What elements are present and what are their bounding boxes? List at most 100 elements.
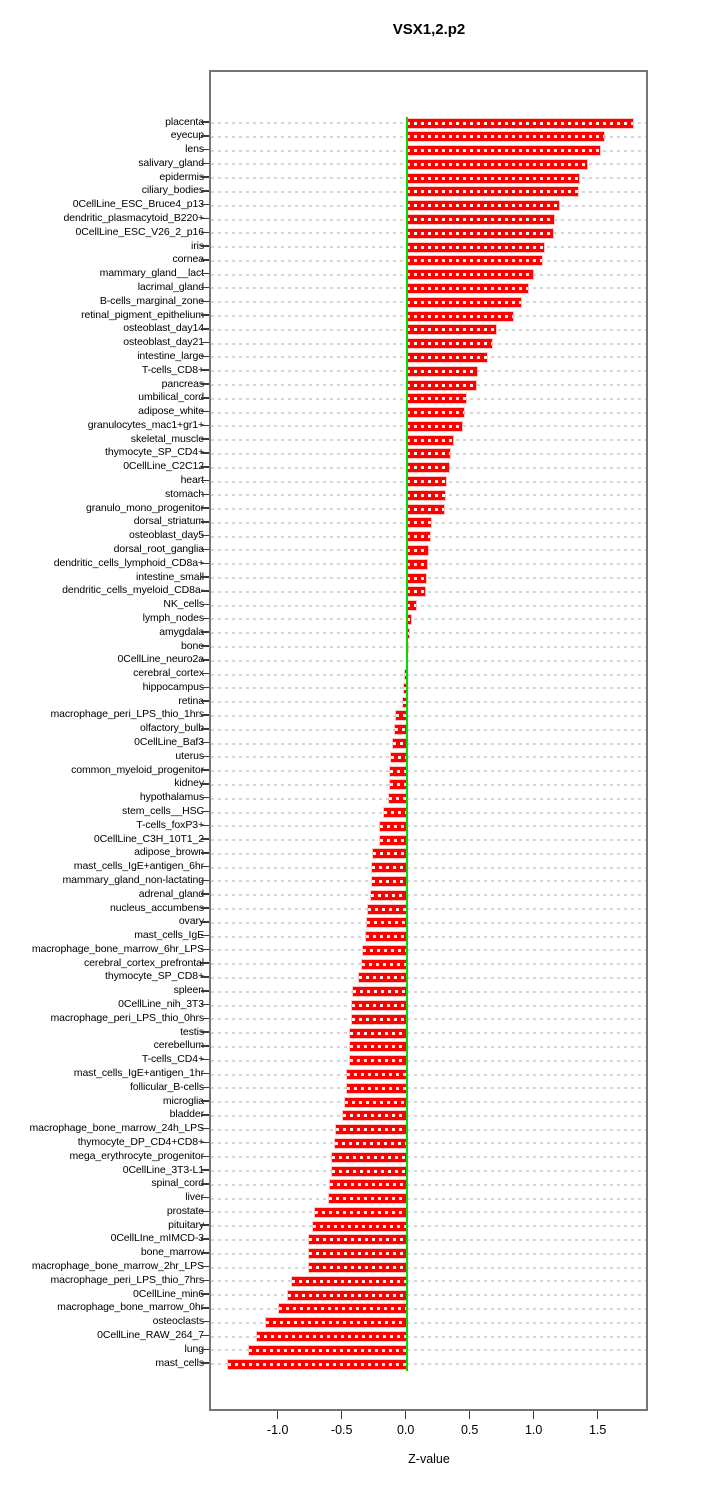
gridline: [211, 825, 646, 828]
y-tick: [201, 341, 209, 344]
gridline: [211, 921, 646, 924]
category-label: common_myeloid_progenitor: [71, 763, 204, 776]
bar: [368, 904, 407, 914]
bar: [406, 201, 559, 211]
gridline: [211, 770, 646, 773]
y-tick: [201, 272, 209, 275]
bar-dash-overlay: [395, 728, 407, 732]
category-label: macrophage_bone_marrow_6hr_LPS: [31, 942, 204, 955]
bar-dash-overlay: [406, 424, 462, 428]
gridline: [211, 880, 646, 883]
y-tick: [201, 810, 209, 813]
bar-dash-overlay: [332, 1169, 407, 1173]
bar-dash-overlay: [370, 893, 407, 897]
bar-dash-overlay: [406, 480, 447, 484]
category-label: macrophage_bone_marrow_2hr_LPS: [31, 1260, 204, 1273]
bar-dash-overlay: [309, 1266, 407, 1270]
gridline: [211, 1238, 646, 1241]
category-label: hippocampus: [142, 680, 204, 693]
bar: [406, 311, 513, 321]
y-tick: [201, 907, 209, 909]
x-tick: [468, 1411, 471, 1419]
category-label: 0CellLIne_mIMCD-3: [110, 1232, 205, 1245]
bar-dash-overlay: [350, 1031, 407, 1035]
bar-dash-overlay: [332, 1155, 407, 1159]
bar: [406, 628, 410, 638]
plot-area: [209, 70, 648, 1411]
category-label: osteoclasts: [152, 1315, 205, 1328]
y-tick: [201, 314, 209, 316]
gridline: [211, 949, 646, 952]
bar: [390, 780, 407, 790]
y-tick: [201, 1238, 209, 1240]
bar-dash-overlay: [396, 714, 407, 718]
gridline: [211, 990, 646, 993]
y-tick: [201, 1086, 209, 1089]
category-label: pituitary: [168, 1218, 204, 1231]
bar-dash-overlay: [265, 1321, 407, 1325]
category-label: 0CellLine_min6: [133, 1287, 204, 1300]
gridline: [211, 1128, 646, 1131]
gridline: [211, 963, 646, 966]
bar: [379, 835, 407, 845]
y-tick: [201, 424, 209, 427]
gridline: [211, 646, 646, 649]
bar-dash-overlay: [390, 783, 407, 787]
category-label: 0CellLine_ESC_Bruce4_p13: [72, 198, 204, 211]
gridline: [211, 1335, 646, 1338]
bar: [332, 1166, 407, 1176]
bar: [388, 794, 407, 804]
category-label: spinal_cord: [151, 1177, 204, 1190]
bar: [406, 352, 488, 362]
bar: [370, 890, 407, 900]
bar: [361, 959, 407, 969]
gridline: [211, 935, 646, 938]
bar-dash-overlay: [249, 1348, 407, 1352]
bar-dash-overlay: [406, 590, 425, 594]
y-tick: [201, 135, 209, 137]
gridline: [211, 1156, 646, 1159]
bar: [363, 945, 407, 955]
y-tick: [201, 176, 209, 178]
category-label: granulo_mono_progenitor: [86, 501, 204, 514]
category-label: mast_cells_IgE+antigen_6hr: [73, 860, 204, 873]
bar: [309, 1235, 407, 1245]
category-label: bone: [181, 639, 204, 652]
gridline: [211, 1087, 646, 1090]
bar: [406, 297, 521, 307]
category-label: dorsal_root_ganglia: [113, 542, 204, 555]
bar: [365, 932, 407, 942]
bar: [350, 1056, 407, 1066]
bar-dash-overlay: [406, 617, 411, 621]
bar-dash-overlay: [406, 300, 521, 304]
gridline: [211, 756, 646, 759]
bar-dash-overlay: [278, 1307, 407, 1311]
bar-dash-overlay: [406, 535, 430, 539]
y-tick: [201, 741, 209, 744]
category-label: mammary_gland__lact: [99, 267, 204, 280]
bar-dash-overlay: [368, 907, 407, 911]
bar: [406, 228, 553, 238]
bar: [396, 711, 407, 721]
bar-dash-overlay: [309, 1238, 407, 1242]
category-label: salivary_gland: [138, 156, 204, 169]
category-label: spleen: [173, 984, 204, 997]
gridline: [211, 701, 646, 704]
y-tick: [201, 355, 209, 358]
bar-dash-overlay: [406, 631, 410, 635]
gridline: [211, 659, 646, 662]
y-tick: [201, 148, 209, 151]
category-label: dendritic_cells_lymphoid_CD8a+: [53, 556, 204, 569]
category-label: 0CellLine_ESC_V26_2_p16: [75, 225, 205, 238]
bar: [287, 1290, 407, 1300]
bar: [406, 518, 431, 528]
bar: [406, 394, 466, 404]
y-tick: [201, 1334, 209, 1337]
y-tick: [201, 576, 209, 578]
bar-dash-overlay: [383, 811, 407, 814]
category-label: B-cells_marginal_zone: [99, 294, 204, 307]
y-tick: [201, 548, 209, 551]
category-label: cerebral_cortex_prefrontal: [84, 956, 204, 969]
gridline: [211, 1101, 646, 1104]
category-label: thymocyte_SP_CD4+: [105, 446, 204, 459]
